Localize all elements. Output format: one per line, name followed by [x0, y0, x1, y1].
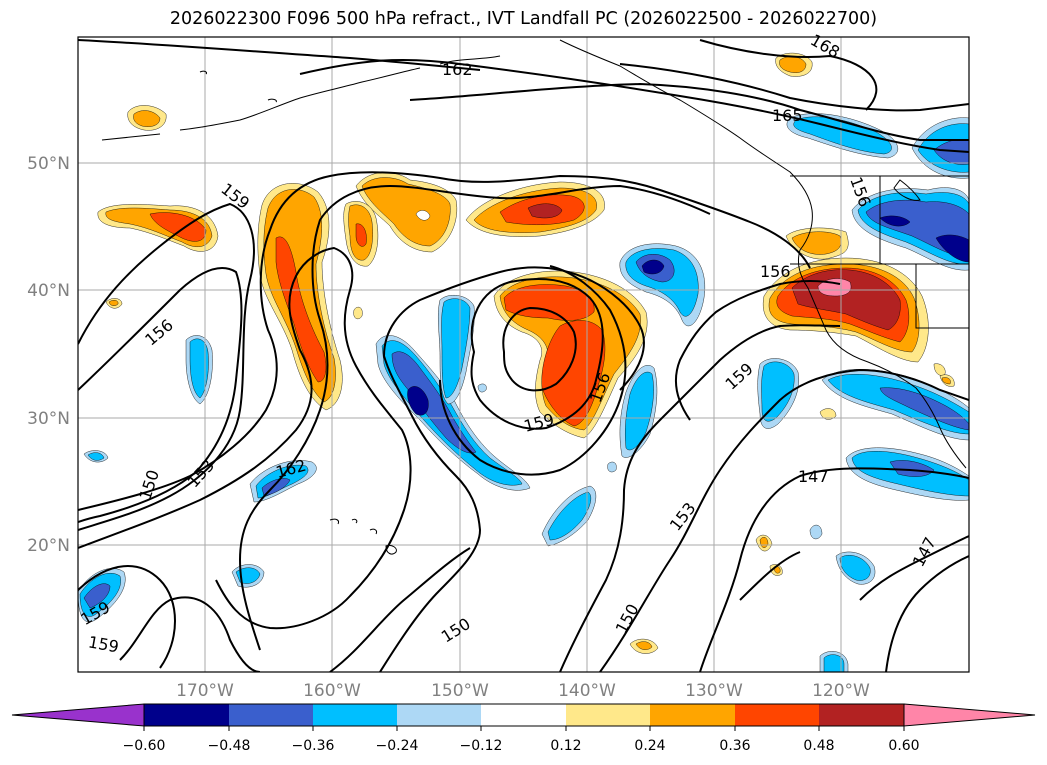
fill-region: [189, 338, 209, 399]
fill-region: [933, 363, 946, 377]
fill-region: [941, 377, 951, 385]
colorbar-segment: [313, 704, 397, 726]
fill-region: [827, 374, 969, 435]
fill-region: [817, 278, 852, 297]
fill-region: [933, 139, 969, 165]
contour-label: 159: [721, 359, 756, 394]
fill-region: [625, 371, 654, 451]
contour-label: 153: [666, 499, 700, 535]
lon-label-150w: 150°W: [431, 681, 489, 701]
fill-region: [809, 524, 823, 540]
plot-frame: [77, 36, 970, 673]
fill-region: [149, 212, 207, 242]
colorbar-segment: [144, 704, 229, 726]
contour-label: 159: [522, 410, 556, 436]
fill-region: [87, 452, 105, 461]
contour-label: 150: [438, 614, 474, 646]
colorbar-ticks: [143, 726, 905, 731]
colorbar-extend-low: [11, 703, 145, 727]
fill-region: [547, 491, 592, 541]
map-title: 2026022300 F096 500 hPa refract., IVT La…: [169, 9, 878, 29]
colorbar-tick-label: −0.60: [123, 738, 166, 754]
lat-label-30n: 30°N: [27, 409, 70, 429]
fill-region: [879, 387, 969, 431]
fill-region: [607, 461, 617, 473]
colorbar-extend-high: [903, 703, 1036, 727]
lon-label-170w: 170°W: [176, 681, 234, 701]
colorbar-frame: [143, 703, 905, 727]
contour-label: 156: [760, 262, 791, 281]
contour-label: 162: [442, 60, 473, 79]
latitude-labels: 50°N 40°N 30°N 20°N: [27, 154, 70, 556]
fill-region: [889, 460, 935, 477]
colorbar-tick-label: −0.36: [292, 738, 335, 754]
colorbar-tick-label: −0.24: [376, 738, 419, 754]
colorbar-segment: [566, 704, 650, 726]
contour-label: 150: [612, 601, 643, 637]
colorbar-segment: [229, 704, 313, 726]
fill-region: [133, 110, 161, 127]
ivt-shading: [78, 52, 969, 672]
contour-label: 165: [772, 106, 803, 125]
fill-region: [441, 298, 471, 399]
colorbar: −0.60 −0.48 −0.36 −0.24 −0.12 0.12 0.24 …: [11, 703, 1036, 754]
fill-region: [477, 383, 487, 393]
fill-region: [819, 408, 837, 420]
lon-label-140w: 140°W: [558, 681, 616, 701]
contour-label: 159: [217, 179, 253, 213]
fill-region: [839, 555, 871, 581]
lat-label-50n: 50°N: [27, 154, 70, 174]
gridlines: [78, 37, 969, 672]
fill-region: [823, 654, 845, 672]
colorbar-segment: [735, 704, 819, 726]
lon-label-160w: 160°W: [303, 681, 361, 701]
colorbar-segment: [481, 704, 566, 726]
lat-label-20n: 20°N: [27, 536, 70, 556]
fill-region: [793, 116, 892, 155]
colorbar-tick-label: −0.12: [460, 738, 503, 754]
contour-label: 147: [798, 467, 829, 486]
contour-label: 156: [846, 174, 874, 209]
lon-label-120w: 120°W: [812, 681, 870, 701]
colorbar-tick-label: −0.48: [208, 738, 251, 754]
colorbar-segment: [819, 704, 904, 726]
contour-label: 159: [87, 632, 120, 656]
lon-label-130w: 130°W: [685, 681, 743, 701]
fill-region: [527, 203, 563, 219]
longitude-labels: 170°W 160°W 150°W 140°W 130°W 120°W: [176, 681, 870, 701]
fill-region: [415, 210, 431, 221]
contour-label: 150: [135, 467, 163, 502]
fill-region: [503, 284, 595, 321]
fill-region: [935, 234, 969, 263]
contour-label: 156: [141, 315, 177, 349]
fill-region: [541, 320, 606, 427]
colorbar-segment: [650, 704, 735, 726]
colorbar-tick-label: 0.24: [634, 738, 665, 754]
fill-region: [791, 231, 842, 255]
fill-region: [108, 300, 119, 306]
fill-region: [879, 215, 911, 227]
fill-region: [641, 259, 665, 275]
colorbar-tick-label: 0.48: [803, 738, 834, 754]
colorbar-tick-label: 0.60: [888, 738, 919, 754]
fill-region: [635, 641, 653, 650]
fill-region: [353, 306, 363, 320]
fill-region: [407, 386, 429, 416]
colorbar-tick-label: 0.36: [719, 738, 750, 754]
fill-region: [361, 177, 451, 247]
coastlines: [101, 39, 969, 555]
height-contours: [78, 39, 969, 672]
colorbar-tick-label: 0.12: [550, 738, 581, 754]
lat-label-40n: 40°N: [27, 281, 70, 301]
colorbar-segment: [397, 704, 481, 726]
fill-region: [355, 223, 367, 247]
fill-region: [83, 583, 111, 609]
